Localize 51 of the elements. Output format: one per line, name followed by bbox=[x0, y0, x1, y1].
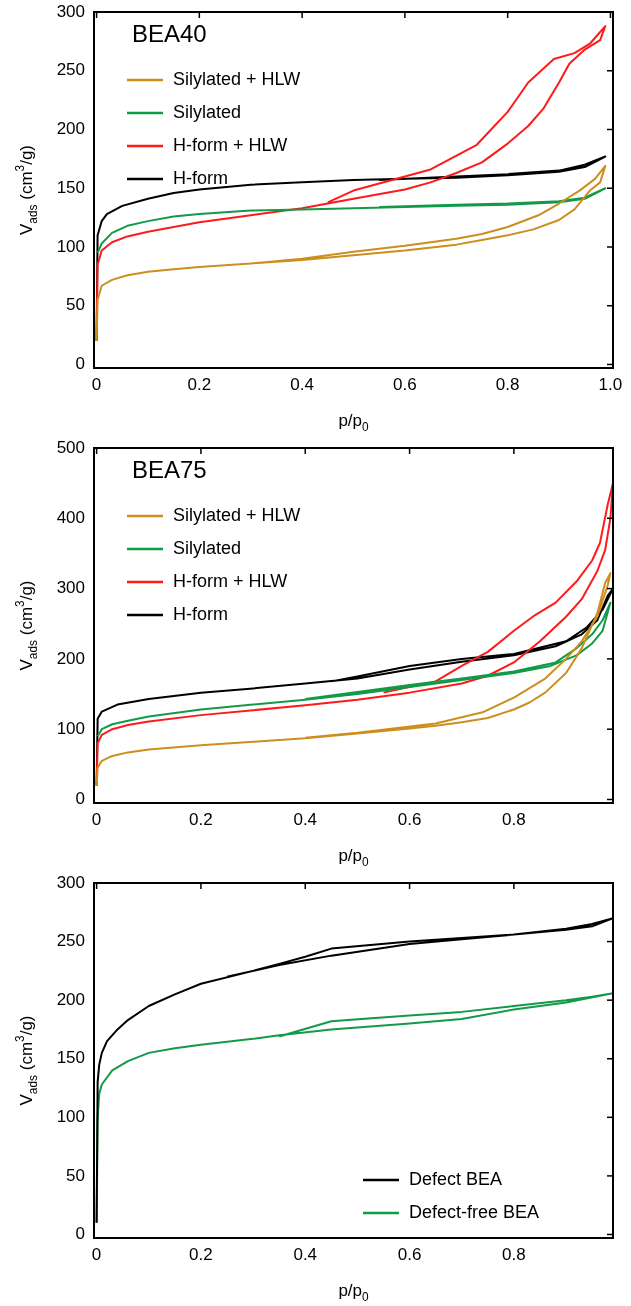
x-tick-label: 0 bbox=[91, 810, 102, 830]
legend-label: Defect-free BEA bbox=[409, 1201, 540, 1222]
y-tick-label: 500 bbox=[56, 437, 85, 457]
y-tick-label: 150 bbox=[56, 1048, 85, 1068]
y-axis-title: Vads (cm3/g) bbox=[13, 580, 41, 671]
x-tick-label: 0.8 bbox=[502, 1245, 526, 1265]
y-tick-label: 50 bbox=[66, 1165, 85, 1185]
y-tick-label: 200 bbox=[56, 648, 85, 668]
y-tick-label: 100 bbox=[56, 1107, 85, 1127]
legend-label: H-form + HLW bbox=[173, 134, 288, 155]
y-tick-label: 150 bbox=[56, 177, 85, 197]
legend-label: H-form bbox=[173, 167, 228, 188]
legend-label: H-form + HLW bbox=[173, 570, 288, 591]
y-tick-label: 300 bbox=[56, 1, 85, 21]
y-tick-label: 300 bbox=[56, 872, 85, 892]
x-tick-label: 0 bbox=[91, 1245, 102, 1265]
y-tick-label: 200 bbox=[56, 989, 85, 1009]
y-tick-label: 400 bbox=[56, 507, 85, 527]
x-tick-label: 0.6 bbox=[397, 1245, 422, 1265]
y-tick-label: 0 bbox=[75, 1224, 85, 1244]
x-tick-label: 0.6 bbox=[397, 810, 422, 830]
legend-label: H-form bbox=[173, 603, 228, 624]
y-tick-label: 50 bbox=[66, 295, 85, 315]
y-tick-label: 0 bbox=[75, 354, 85, 374]
y-tick-label: 0 bbox=[75, 789, 85, 809]
x-tick-label: 0.8 bbox=[495, 375, 520, 395]
y-axis-title: Vads (cm3/g) bbox=[13, 1015, 41, 1106]
y-axis-title: Vads (cm3/g) bbox=[13, 144, 41, 235]
x-tick-label: 0.4 bbox=[290, 375, 314, 395]
y-tick-label: 300 bbox=[56, 578, 85, 598]
x-tick-label: 0.8 bbox=[502, 810, 526, 830]
legend-label: Silylated bbox=[173, 101, 242, 122]
legend-label: Defect BEA bbox=[409, 1168, 503, 1189]
y-tick-label: 200 bbox=[56, 119, 85, 139]
x-tick-label: 0.2 bbox=[189, 1245, 213, 1265]
legend-label: Silylated bbox=[173, 537, 242, 558]
x-tick-label: 0 bbox=[91, 375, 102, 395]
y-tick-label: 250 bbox=[56, 60, 85, 80]
x-tick-label: 0.2 bbox=[189, 810, 213, 830]
y-tick-label: 100 bbox=[56, 718, 85, 738]
x-tick-label: 1.0 bbox=[598, 375, 623, 395]
chart-title: BEA75 bbox=[132, 456, 207, 483]
x-tick-label: 0.6 bbox=[393, 375, 417, 395]
y-tick-label: 250 bbox=[56, 931, 85, 951]
x-tick-label: 0.4 bbox=[293, 810, 318, 830]
chart-title: BEA40 bbox=[132, 20, 207, 47]
x-tick-label: 0.4 bbox=[293, 1245, 318, 1265]
x-tick-label: 0.2 bbox=[187, 375, 212, 395]
legend-label: Silylated + HLW bbox=[173, 504, 301, 525]
y-tick-label: 100 bbox=[56, 236, 85, 256]
legend-label: Silylated + HLW bbox=[173, 68, 301, 89]
